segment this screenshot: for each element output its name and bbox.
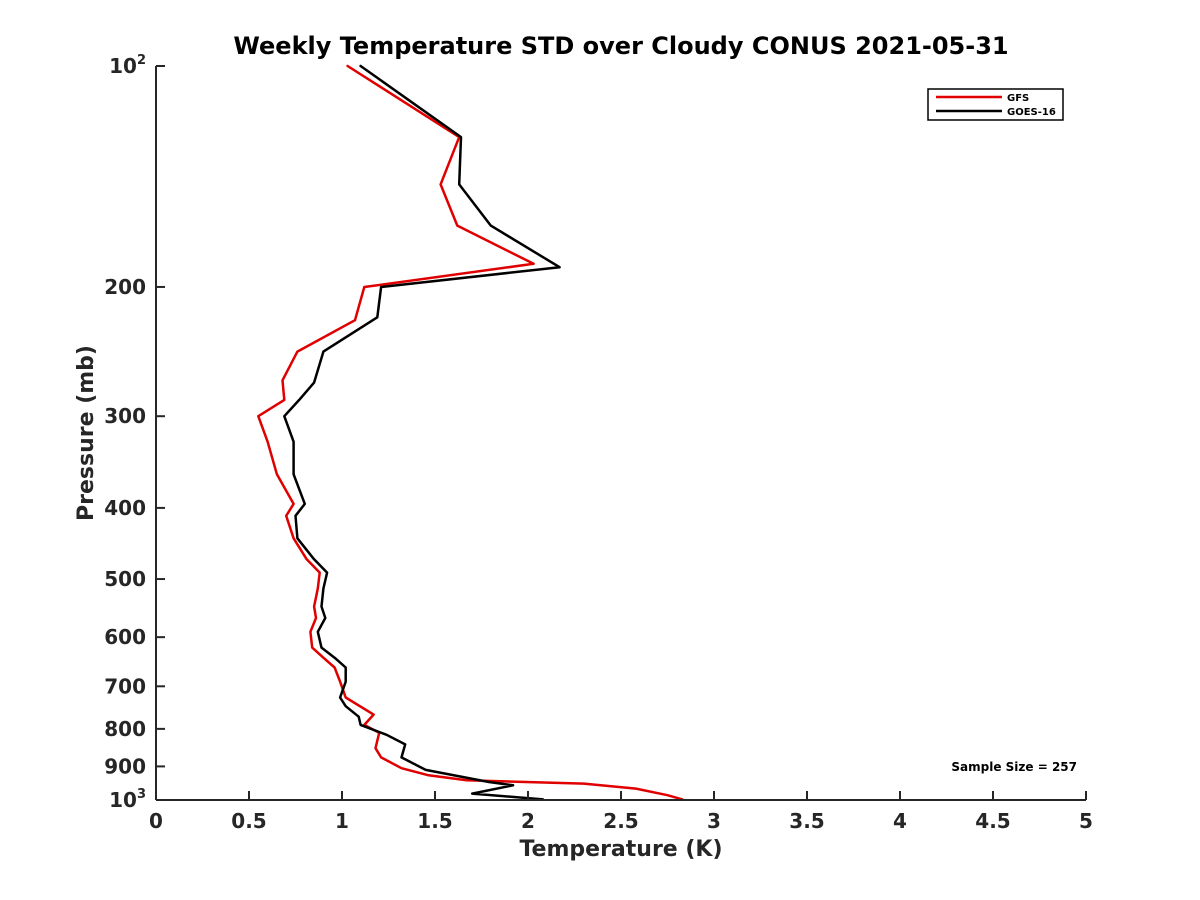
legend-label-gfs: GFS [1007,93,1029,104]
x-tick-label: 1 [335,809,349,833]
series-line-goes-16 [283,64,561,801]
chart-title: Weekly Temperature STD over Cloudy CONUS… [233,32,1008,60]
x-tick-label: 3 [707,809,721,833]
x-tick-label: 4 [893,809,907,833]
y-tick-label: 300 [104,404,146,428]
x-tick-label: 3.5 [789,809,824,833]
y-tick-label: 102 [109,53,146,78]
legend-box [927,88,1064,121]
series-layer [257,64,684,801]
y-tick-label: 800 [104,717,146,741]
x-axis-label: Temperature (K) [519,837,722,862]
legend: GFS GOES-16 [927,88,1064,121]
x-tick-label: 2 [521,809,535,833]
plot-area [156,66,1086,800]
y-tick-label: 500 [104,567,146,591]
x-tick-label: 0 [149,809,163,833]
x-tick-label: 0.5 [231,809,266,833]
legend-label-goes16: GOES-16 [1007,107,1056,118]
series-line-gfs [257,64,684,801]
y-tick-label: 400 [104,496,146,520]
y-tick-label: 103 [109,787,146,812]
y-tick-label: 700 [104,674,146,698]
y-tick-label: 900 [104,754,146,778]
sample-size-annotation: Sample Size = 257 [951,760,1077,774]
y-axis-label: Pressure (mb) [74,345,99,521]
y-tick-label: 200 [104,275,146,299]
x-tick-label: 1.5 [417,809,452,833]
x-tick-label: 5 [1079,809,1093,833]
x-tick-label: 4.5 [975,809,1010,833]
y-tick-label: 600 [104,625,146,649]
x-axis-ticks: 0 0.5 1 1.5 2 2.5 3 3.5 4 4.5 5 [149,791,1093,833]
y-axis-ticks: 102 200 300 400 500 600 700 800 900 103 [104,53,165,812]
x-tick-label: 2.5 [603,809,638,833]
